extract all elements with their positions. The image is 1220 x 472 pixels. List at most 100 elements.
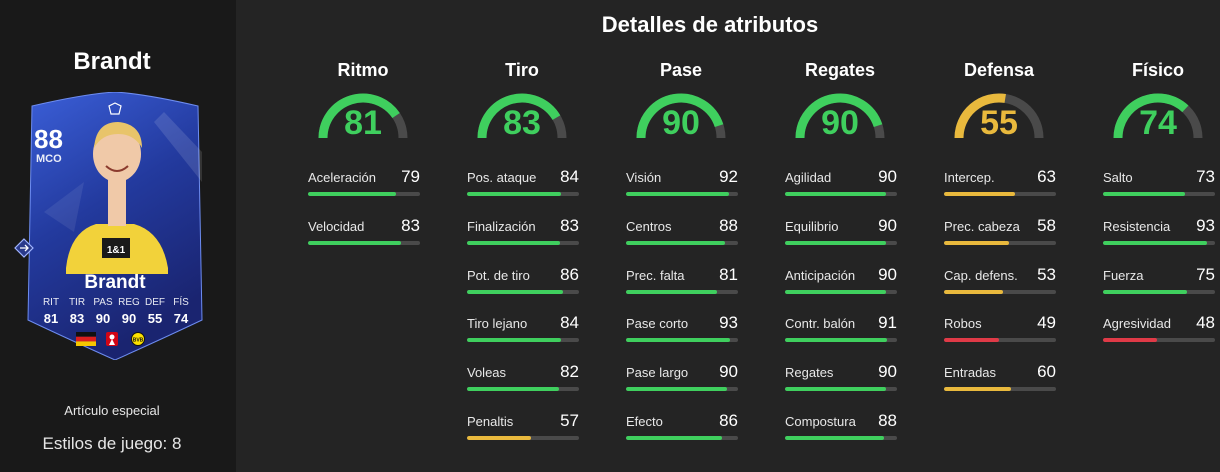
- stat-bar: [467, 436, 579, 440]
- category-regates: Regates 90: [781, 60, 899, 150]
- stat-bar-fill: [944, 192, 1015, 196]
- stat-bar-fill: [467, 338, 562, 343]
- stat-row[interactable]: Visión 92: [626, 167, 738, 200]
- stat-value: 88: [719, 215, 738, 235]
- stat-value: 88: [878, 411, 897, 430]
- stat-row[interactable]: Pase largo 90: [626, 362, 738, 395]
- stat-bar-fill: [626, 240, 725, 245]
- card-stat: DEF 55: [145, 297, 165, 326]
- stat-label: Pos. ataque: [467, 170, 537, 185]
- stat-value: 49: [1037, 313, 1056, 333]
- stat-bar: [626, 289, 738, 294]
- germany-flag-icon: [76, 332, 96, 346]
- category-gauge: 90: [631, 90, 731, 150]
- stat-row[interactable]: Prec. cabeza 58: [944, 216, 1056, 249]
- attributes-title: Detalles de atributos: [601, 12, 819, 37]
- card-stat: RIT 81: [42, 297, 60, 326]
- stat-row[interactable]: Contr. balón 91: [785, 313, 897, 346]
- stat-label: Resistencia: [1103, 218, 1171, 234]
- stat-row[interactable]: Velocidad 83: [308, 216, 420, 249]
- stat-bar-fill: [785, 240, 886, 245]
- stat-bar-fill: [467, 289, 564, 294]
- stat-row[interactable]: Regates 90: [785, 362, 897, 395]
- category-title: Regates: [804, 60, 876, 80]
- stat-label: Agresividad: [1103, 316, 1171, 332]
- stat-bar-fill: [1103, 338, 1157, 343]
- gauge-fill: [318, 93, 400, 139]
- player-name: Brandt: [73, 48, 151, 75]
- stat-bar: [467, 338, 579, 343]
- stat-row[interactable]: Pot. de tiro 86: [467, 265, 579, 298]
- stat-row[interactable]: Agilidad 90: [785, 167, 897, 200]
- stat-bar: [785, 192, 897, 196]
- stat-bar: [944, 387, 1056, 392]
- stat-row[interactable]: Intercep. 63: [944, 167, 1056, 200]
- stat-row[interactable]: Compostura 88: [785, 411, 897, 444]
- category-value: 55: [980, 104, 1018, 142]
- stat-label: Entradas: [944, 365, 997, 381]
- stat-row[interactable]: Agresividad 48: [1103, 313, 1215, 346]
- stat-row[interactable]: Voleas 82: [467, 362, 579, 395]
- stat-bar-fill: [944, 289, 1004, 294]
- stat-bar-fill: [626, 289, 717, 294]
- stat-label: Prec. cabeza: [944, 218, 1020, 234]
- stat-bar: [944, 338, 1056, 343]
- stat-row[interactable]: Pos. ataque 84: [467, 167, 579, 200]
- stat-value: 90: [878, 264, 897, 284]
- stat-row[interactable]: Anticipación 90: [785, 264, 897, 298]
- stat-row[interactable]: Cap. defens. 53: [944, 264, 1056, 298]
- stat-value: 53: [1037, 264, 1056, 284]
- stat-bar-fill: [785, 192, 886, 196]
- category-value: 81: [344, 104, 382, 142]
- player-card[interactable]: 1&1 88 MCO Brandt RIT 81 TIR 83 PAS 90 REG 9…: [14, 92, 206, 360]
- stat-value: 84: [560, 313, 579, 333]
- stat-bar: [944, 192, 1056, 196]
- stat-bar: [944, 240, 1056, 245]
- stat-label: Visión: [626, 170, 662, 185]
- stat-row[interactable]: Efecto 86: [626, 411, 738, 444]
- stat-label: Fuerza: [1103, 267, 1144, 283]
- gauge-fill: [1113, 93, 1189, 139]
- event-badge-icon: [108, 102, 122, 115]
- playstyles-count[interactable]: Estilos de juego: 8: [42, 434, 182, 453]
- stat-row[interactable]: Robos 49: [944, 313, 1056, 346]
- card-stat: REG 90: [118, 297, 140, 326]
- stat-label: Velocidad: [308, 218, 365, 234]
- stat-bar-fill: [467, 387, 559, 392]
- stat-label: Salto: [1103, 170, 1133, 185]
- stat-bar-fill: [944, 338, 999, 343]
- stat-row[interactable]: Equilibrio 90: [785, 216, 897, 249]
- stat-bar-fill: [626, 436, 723, 440]
- stat-label: Contr. balón: [785, 316, 856, 332]
- stat-value: 63: [1037, 167, 1056, 186]
- stat-row[interactable]: Fuerza 75: [1103, 265, 1215, 298]
- stat-row[interactable]: Resistencia 93: [1103, 216, 1215, 249]
- stat-row[interactable]: Aceleración 79: [308, 167, 420, 200]
- stat-row[interactable]: Prec. falta 81: [626, 265, 738, 298]
- stat-row[interactable]: Entradas 60: [944, 362, 1056, 395]
- stat-label: Equilibrio: [785, 218, 839, 234]
- stat-bar: [1103, 289, 1215, 294]
- gauge-fill: [795, 93, 883, 139]
- stat-bar: [626, 338, 738, 343]
- stat-row[interactable]: Finalización 83: [467, 216, 579, 249]
- stat-bar-fill: [626, 338, 731, 343]
- stat-bar: [626, 387, 738, 392]
- stat-label: Aceleración: [308, 170, 376, 185]
- category-gauge: 81: [313, 90, 413, 150]
- category-gauge: 83: [472, 90, 572, 150]
- stat-row[interactable]: Centros 88: [626, 215, 738, 249]
- stat-bar-fill: [467, 192, 562, 196]
- stat-value: 91: [878, 313, 897, 333]
- stat-row[interactable]: Tiro lejano 84: [467, 313, 579, 346]
- stat-row[interactable]: Penaltis 57: [467, 411, 579, 444]
- stat-bar-fill: [308, 240, 401, 245]
- stat-value: 93: [719, 313, 738, 333]
- stat-row[interactable]: Pase corto 93: [626, 313, 738, 346]
- category-tiro: Tiro 83: [463, 60, 581, 150]
- stat-bar-fill: [944, 387, 1012, 392]
- stat-bar-fill: [1103, 240, 1208, 245]
- stat-value: 90: [878, 362, 897, 382]
- stat-bar-fill: [626, 192, 730, 196]
- stat-row[interactable]: Salto 73: [1103, 167, 1215, 200]
